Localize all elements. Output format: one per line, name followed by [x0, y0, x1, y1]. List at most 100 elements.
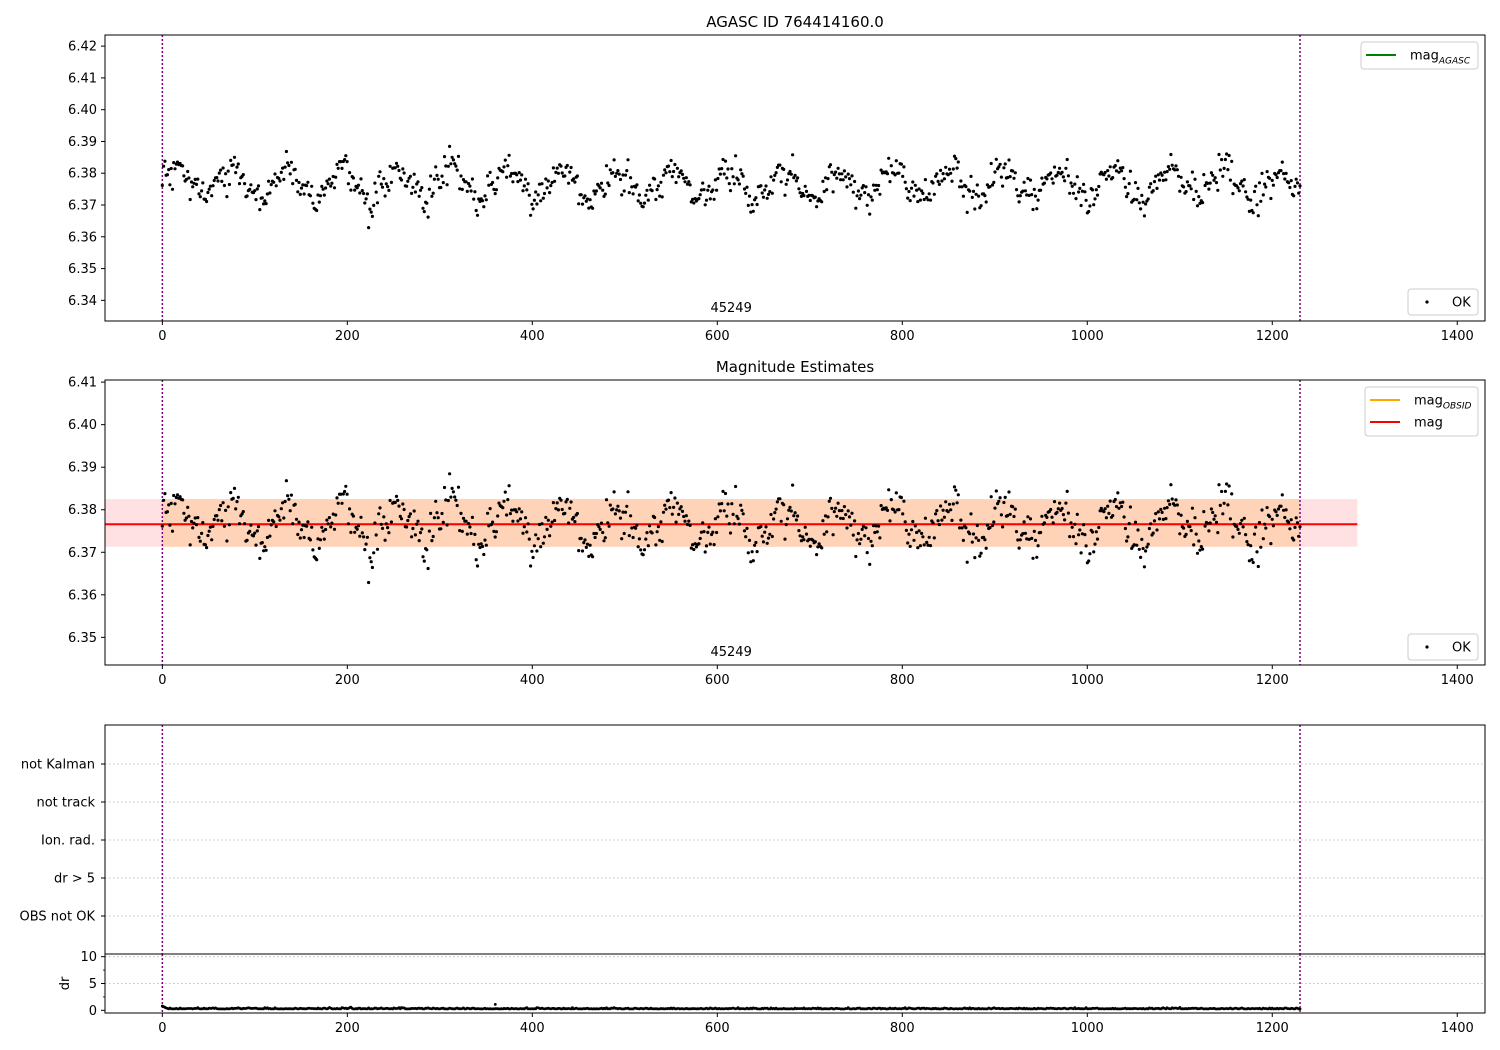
data-point	[902, 499, 906, 503]
data-point	[1216, 531, 1220, 535]
data-point	[351, 176, 355, 180]
data-point	[542, 191, 547, 196]
data-point	[1225, 152, 1229, 156]
data-point	[302, 192, 306, 196]
data-point	[188, 197, 192, 202]
data-point	[402, 507, 406, 512]
data-point	[406, 179, 410, 183]
data-point	[335, 162, 339, 166]
data-point	[863, 191, 867, 195]
data-point	[279, 170, 283, 174]
data-point	[739, 168, 743, 172]
data-point	[555, 166, 559, 170]
data-point	[865, 551, 869, 555]
data-point	[723, 491, 728, 496]
data-point	[644, 537, 648, 541]
data-point	[544, 177, 548, 181]
data-point	[866, 536, 871, 541]
data-point	[420, 527, 424, 531]
data-point	[1236, 186, 1240, 190]
data-point	[778, 497, 782, 501]
data-point	[1280, 493, 1284, 497]
data-point	[564, 500, 568, 504]
data-point	[1098, 509, 1102, 513]
data-point	[831, 533, 835, 537]
data-point	[868, 562, 872, 567]
data-point	[572, 177, 576, 181]
data-point	[456, 485, 461, 489]
flag-label: Ion. rad.	[41, 834, 95, 849]
data-point	[618, 177, 623, 182]
data-point	[248, 187, 252, 191]
data-point	[789, 509, 793, 513]
data-point	[510, 171, 514, 176]
data-point	[380, 526, 385, 531]
data-point	[411, 185, 415, 189]
data-point	[654, 197, 658, 202]
data-point	[955, 501, 959, 505]
data-point	[1269, 196, 1273, 201]
data-point	[548, 191, 552, 195]
data-point	[192, 181, 196, 185]
data-point	[184, 516, 188, 520]
data-point	[1209, 171, 1213, 175]
data-point	[1077, 190, 1081, 194]
data-point	[1257, 181, 1262, 185]
data-point	[229, 158, 233, 162]
data-point	[1117, 506, 1121, 510]
data-point	[684, 176, 688, 180]
data-point	[488, 507, 492, 511]
data-point	[383, 538, 387, 542]
data-point	[548, 534, 552, 538]
data-point	[298, 536, 302, 540]
data-point	[1179, 175, 1183, 179]
data-point	[1123, 526, 1127, 531]
data-point	[918, 198, 923, 202]
data-point	[1218, 503, 1222, 507]
data-point	[573, 520, 577, 524]
data-point	[711, 530, 715, 534]
data-point	[732, 182, 736, 186]
data-point	[1061, 513, 1065, 517]
data-point	[889, 164, 893, 168]
data-point	[1251, 560, 1255, 565]
data-point	[669, 491, 673, 495]
data-point	[836, 166, 840, 170]
data-point	[1111, 176, 1115, 180]
data-point	[191, 185, 195, 189]
data-point	[445, 183, 449, 187]
data-point	[989, 495, 993, 499]
data-point	[325, 179, 329, 183]
data-point	[1039, 188, 1043, 192]
data-point	[701, 521, 705, 525]
data-point	[952, 485, 957, 489]
data-point	[508, 511, 512, 516]
y-tick-label: 6.38	[68, 503, 97, 518]
data-point	[811, 538, 815, 542]
data-point	[716, 176, 720, 181]
data-point	[759, 524, 763, 529]
data-point	[1220, 158, 1224, 162]
data-point	[793, 173, 797, 177]
data-point	[583, 194, 587, 198]
data-point	[1176, 512, 1181, 516]
data-point	[796, 514, 800, 518]
data-point	[475, 564, 480, 568]
data-point	[569, 500, 573, 504]
data-point	[1276, 507, 1281, 511]
data-point	[611, 171, 615, 175]
data-point	[1176, 174, 1181, 178]
data-point	[947, 502, 952, 506]
data-point	[1254, 525, 1258, 529]
data-point	[478, 545, 482, 550]
data-point	[728, 189, 733, 193]
data-point	[478, 199, 482, 203]
data-point	[1052, 500, 1057, 504]
data-point	[1104, 516, 1108, 520]
data-point	[721, 489, 725, 493]
data-point	[321, 529, 325, 533]
data-point	[620, 193, 624, 197]
data-point	[335, 496, 339, 500]
data-point	[745, 526, 749, 531]
data-point	[1133, 181, 1138, 185]
